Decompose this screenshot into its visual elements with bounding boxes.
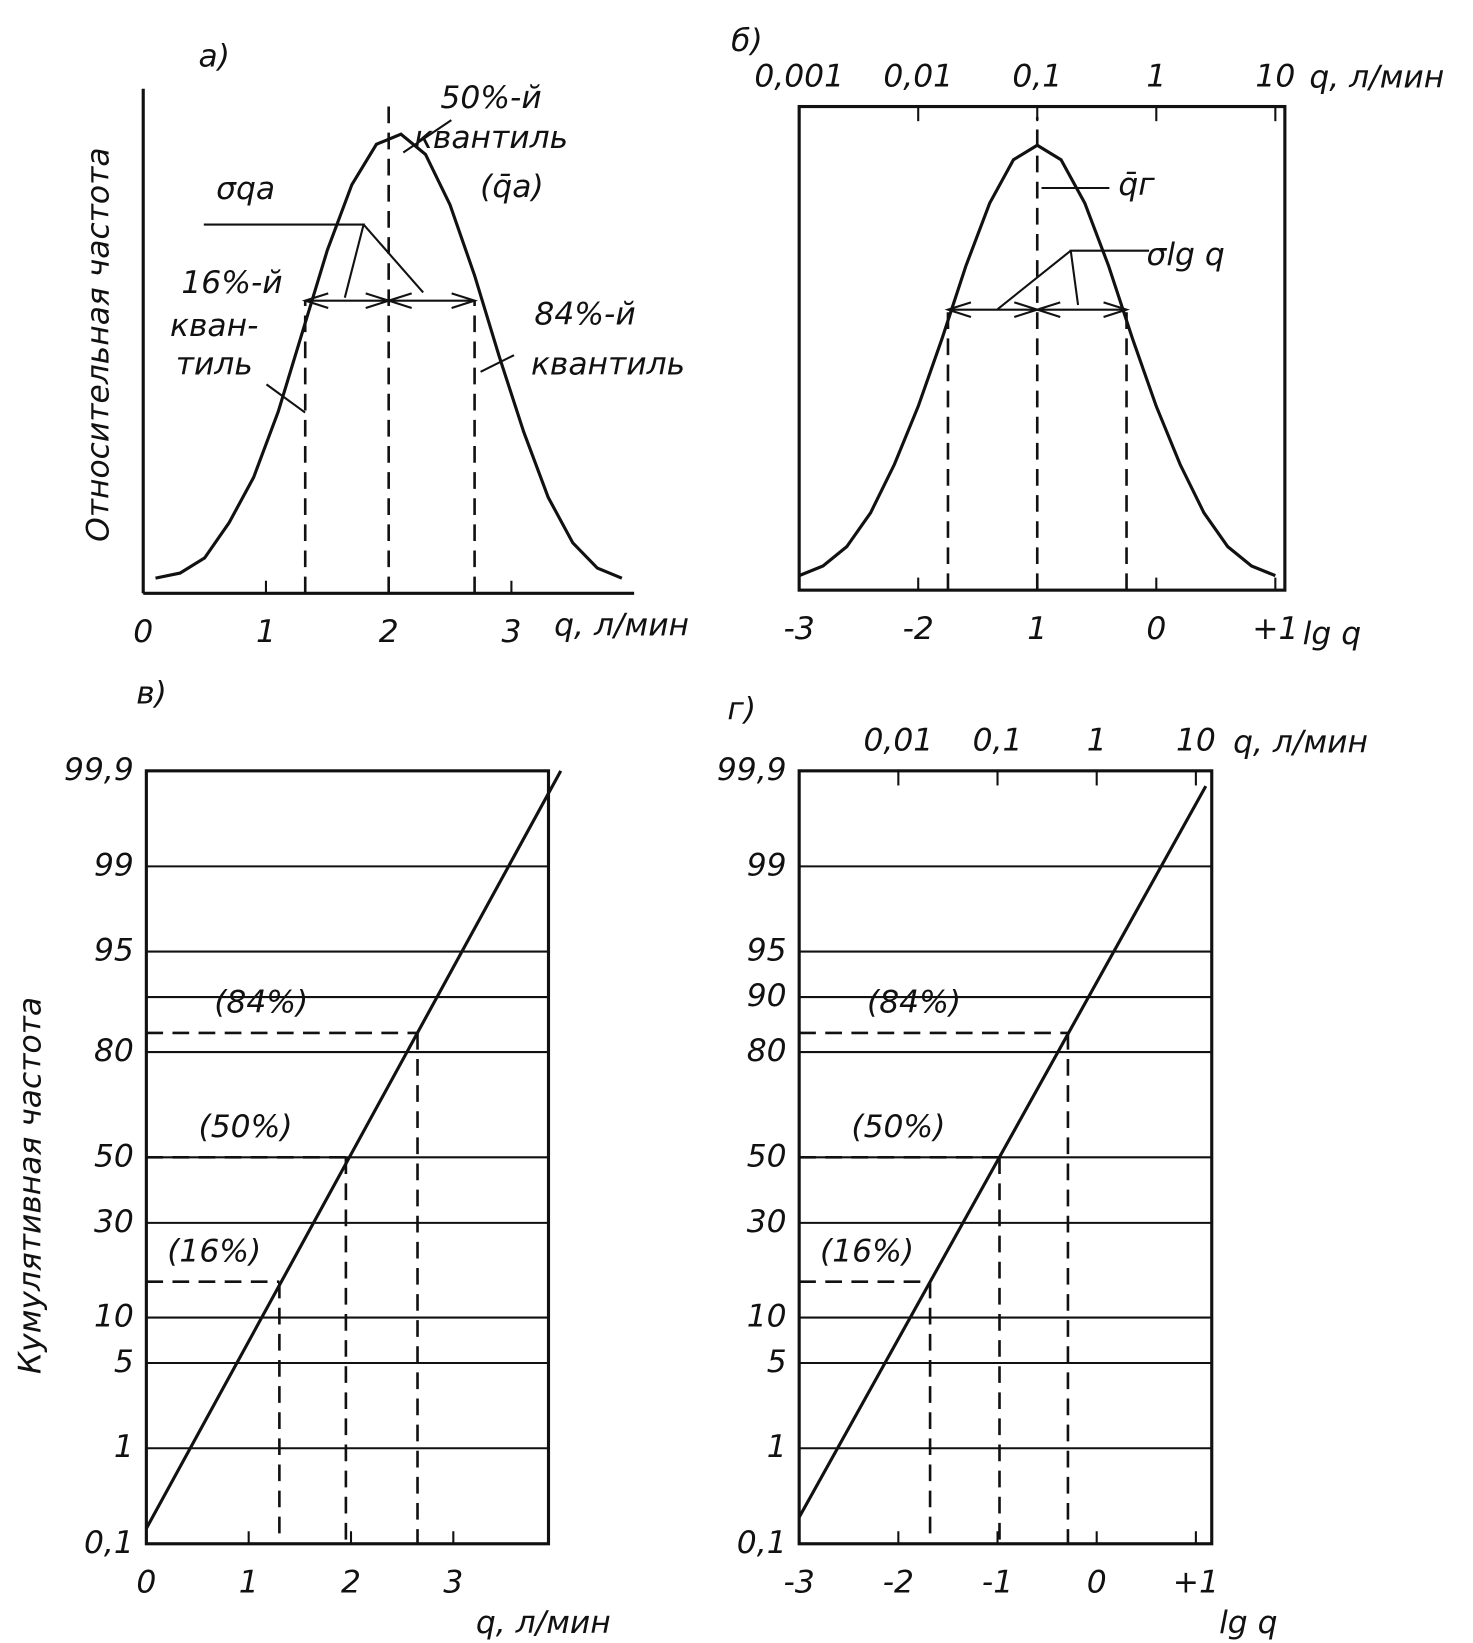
plot-frame bbox=[797, 104, 1287, 592]
quantile-label: (16%) bbox=[167, 1233, 261, 1269]
annotation: q̄г bbox=[1118, 167, 1155, 203]
x-tick-label: 1 bbox=[256, 614, 276, 650]
x2-tick-label: 0,01 bbox=[863, 723, 933, 759]
y-tick-label: 1 bbox=[767, 1429, 787, 1465]
y-tick-label: 95 bbox=[747, 933, 787, 969]
x2-tick-label: 10 bbox=[1176, 723, 1216, 759]
quantile-label: (50%) bbox=[199, 1109, 293, 1145]
arrow-head bbox=[451, 292, 479, 309]
x-tick-label: -3 bbox=[784, 611, 815, 647]
x2-tick-label: 1 bbox=[1146, 58, 1166, 94]
annotation: квантиль bbox=[414, 120, 568, 156]
x-axis-label: q, л/мин bbox=[476, 1605, 611, 1641]
y-tick-label: 95 bbox=[94, 933, 134, 969]
x2-tick-label: 10 bbox=[1255, 58, 1295, 94]
data-line bbox=[797, 785, 1208, 1519]
x-tick-label: -3 bbox=[784, 1564, 815, 1600]
panel-label: б) bbox=[731, 23, 763, 59]
annotation: 84%-й bbox=[534, 296, 635, 332]
leader-line bbox=[265, 383, 306, 414]
quantile-label: (84%) bbox=[214, 985, 308, 1021]
annotation: тиль bbox=[176, 347, 253, 383]
y-tick-label: 90 bbox=[747, 978, 787, 1014]
y-tick-label: 50 bbox=[747, 1138, 787, 1174]
y-tick-label: 30 bbox=[747, 1204, 787, 1240]
arrow-head bbox=[944, 301, 972, 318]
x-tick-label: 1 bbox=[1027, 611, 1047, 647]
x-tick-label: 0 bbox=[1146, 611, 1166, 647]
x2-axis-label: q, л/мин bbox=[1309, 59, 1444, 95]
y-tick-label: 80 bbox=[747, 1033, 787, 1069]
annotation: σqa bbox=[216, 171, 275, 207]
annotation: σlg q bbox=[1146, 237, 1224, 273]
arrow-head bbox=[1033, 301, 1061, 318]
y-tick-label: 1 bbox=[114, 1429, 134, 1465]
x-tick-label: 2 bbox=[341, 1564, 361, 1600]
quantile-label: (16%) bbox=[820, 1233, 914, 1269]
y-tick-label: 30 bbox=[94, 1204, 134, 1240]
y-tick-label: 10 bbox=[747, 1299, 787, 1335]
arrow-head bbox=[1103, 301, 1130, 318]
y-tick-label: 99 bbox=[94, 847, 134, 883]
annotation: 16%-й bbox=[181, 265, 282, 301]
panel-label: в) bbox=[136, 676, 167, 712]
panel-label: г) bbox=[727, 691, 756, 727]
leader-line bbox=[362, 223, 424, 294]
panel-label: а) bbox=[199, 38, 230, 74]
data-line bbox=[144, 770, 563, 1530]
leader-line bbox=[402, 119, 452, 154]
annotation: кван- bbox=[170, 308, 258, 344]
x-tick-label: 3 bbox=[443, 1564, 463, 1600]
x-axis-label: lg q bbox=[1303, 616, 1361, 652]
y-tick-label: 99,9 bbox=[717, 752, 787, 788]
x-tick-label: -1 bbox=[982, 1564, 1013, 1600]
y-tick-label: 0,1 bbox=[84, 1525, 134, 1561]
y-tick-label: 0,1 bbox=[737, 1525, 787, 1561]
x2-tick-label: 1 bbox=[1087, 723, 1107, 759]
y-tick-label: 10 bbox=[94, 1299, 134, 1335]
y-axis-label: Относительная частота bbox=[80, 147, 116, 541]
annotation: (q̄a) bbox=[480, 169, 544, 205]
x-axis-label: lg q bbox=[1219, 1605, 1277, 1641]
annotation: квантиль bbox=[531, 347, 685, 383]
annotation: 50%-й bbox=[440, 80, 541, 116]
x-tick-label: 0 bbox=[133, 614, 153, 650]
x-tick-label: 2 bbox=[379, 614, 399, 650]
x-tick-label: +1 bbox=[1173, 1564, 1219, 1600]
arrow-head bbox=[385, 292, 412, 309]
y-tick-label: 5 bbox=[114, 1344, 134, 1380]
quantile-label: (50%) bbox=[851, 1109, 945, 1145]
x-tick-label: 3 bbox=[501, 614, 521, 650]
arrow-head bbox=[301, 292, 329, 309]
x-tick-label: 0 bbox=[1087, 1564, 1107, 1600]
leader-line bbox=[1069, 249, 1150, 306]
leader-line bbox=[996, 249, 1072, 310]
y-tick-label: 80 bbox=[94, 1033, 134, 1069]
x2-tick-label: 0,001 bbox=[754, 58, 844, 94]
y-tick-label: 50 bbox=[94, 1138, 134, 1174]
y-tick-label: 5 bbox=[767, 1344, 787, 1380]
x2-tick-label: 0,1 bbox=[973, 723, 1023, 759]
x-tick-label: -2 bbox=[903, 611, 934, 647]
x-tick-label: 1 bbox=[239, 1564, 259, 1600]
y-tick-label: 99,9 bbox=[64, 752, 134, 788]
x-tick-label: 0 bbox=[136, 1564, 156, 1600]
y-axis-label: Кумулятивная частота bbox=[12, 997, 48, 1374]
x-tick-label: +1 bbox=[1252, 611, 1298, 647]
leader-line bbox=[480, 354, 515, 373]
x2-tick-label: 0,01 bbox=[883, 58, 953, 94]
x-axis-label: q, л/мин bbox=[554, 608, 689, 644]
x2-tick-label: 0,1 bbox=[1012, 58, 1062, 94]
quantile-label: (84%) bbox=[867, 985, 961, 1021]
x-tick-label: -2 bbox=[883, 1564, 914, 1600]
y-tick-label: 99 bbox=[747, 847, 787, 883]
x2-axis-label: q, л/мин bbox=[1233, 725, 1368, 761]
